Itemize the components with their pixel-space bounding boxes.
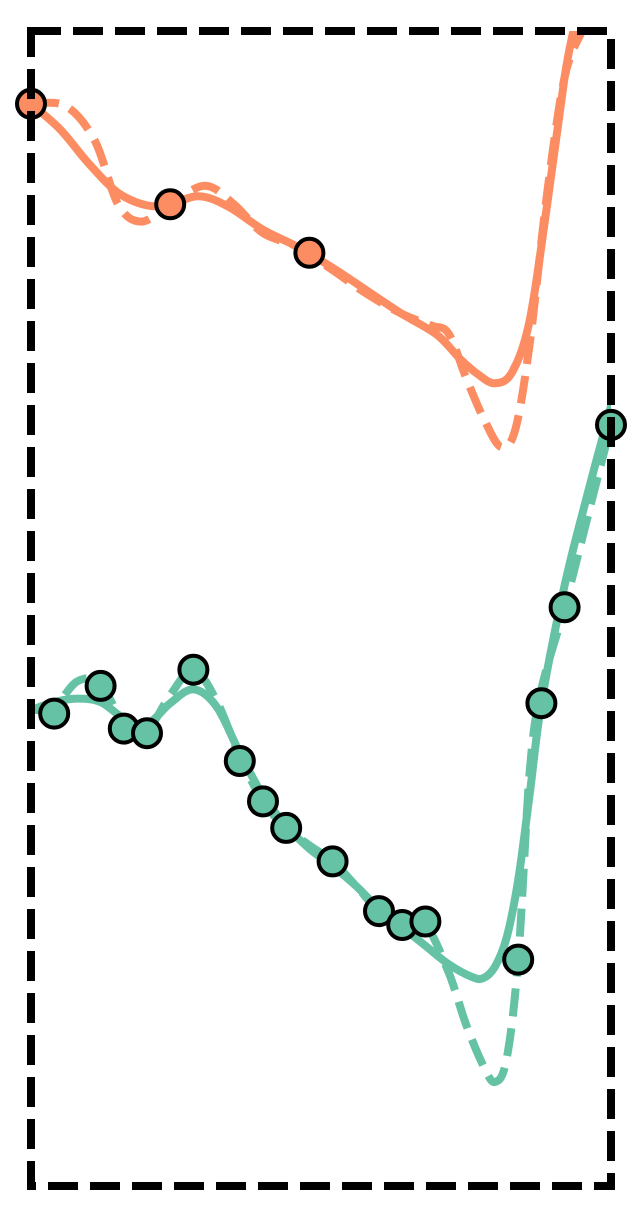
lower-data-point [223,745,256,777]
upper-data-point [293,236,326,269]
lower-data-point [363,895,395,928]
plot-frame [27,27,615,1190]
lower-data-point [84,669,117,702]
lower-data-point [316,845,349,878]
curves-layer [31,31,611,1087]
upper-solid-curve [31,31,578,388]
lower-data-point [548,591,581,624]
lower-data-point [38,697,71,730]
lower-data-point [525,687,558,720]
lower-data-point [270,811,303,844]
lower-data-point [131,717,163,750]
lower-data-point [177,653,210,686]
lower-data-point [409,905,442,938]
upper-data-point [154,188,187,221]
lower-data-point [247,785,279,818]
points-layer [15,87,627,976]
lower-dashed-curve [31,423,611,1087]
upper-dashed-curve [31,31,586,452]
lower-data-point [502,943,535,976]
